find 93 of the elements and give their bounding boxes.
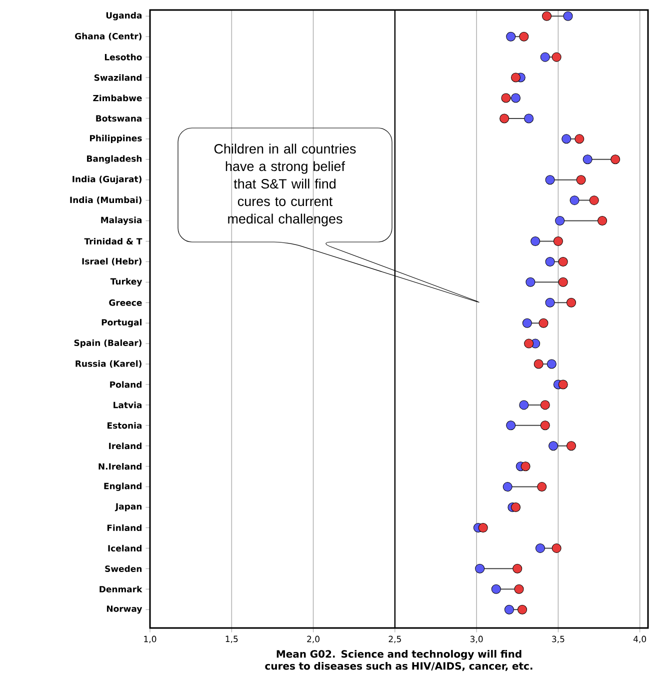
point <box>519 400 529 410</box>
point <box>511 502 520 512</box>
y-tick-label: N.Ireland <box>98 463 142 470</box>
point <box>566 298 576 308</box>
point <box>518 604 528 614</box>
y-tick-label: Japan <box>114 503 142 512</box>
point <box>542 11 552 21</box>
y-tick-label: Lesotho <box>104 54 142 60</box>
point <box>524 338 534 348</box>
point <box>566 441 576 451</box>
point <box>502 482 512 492</box>
point <box>570 196 580 206</box>
point <box>546 359 556 369</box>
point <box>522 318 532 328</box>
point <box>519 32 529 42</box>
point <box>500 114 510 124</box>
y-tick-label: Estonia <box>108 422 142 429</box>
y-tick-label: Sweden <box>105 565 142 572</box>
point <box>530 236 540 246</box>
point <box>558 277 568 287</box>
y-tick-label: Iceland <box>108 544 142 552</box>
point <box>540 420 550 430</box>
point <box>534 359 544 369</box>
point <box>553 236 563 246</box>
point <box>574 134 584 144</box>
point <box>512 564 522 574</box>
point <box>506 32 516 42</box>
x-tick-label: 1,0 <box>144 636 156 644</box>
y-tick-label: India (Gujarat) <box>72 176 142 184</box>
y-tick-label: Malaysia <box>101 216 142 225</box>
point <box>478 522 488 532</box>
point <box>540 400 550 410</box>
x-tick-label: 2,0 <box>307 636 320 644</box>
point <box>548 441 558 451</box>
y-tick-label: Portugal <box>102 318 142 328</box>
point <box>520 462 530 472</box>
point <box>501 93 511 103</box>
point <box>582 154 592 164</box>
y-tick-label: Poland <box>110 381 142 388</box>
point <box>491 584 501 594</box>
point <box>558 380 568 390</box>
point <box>576 175 586 185</box>
y-tick-label: Ghana (Centr) <box>75 32 142 40</box>
y-tick-label: Greece <box>109 299 142 306</box>
point <box>545 298 555 308</box>
y-tick-label: Turkey <box>110 278 142 286</box>
point <box>526 277 536 287</box>
point <box>540 52 550 62</box>
point <box>552 52 562 62</box>
y-tick-label: Russia (Karel) <box>76 360 142 368</box>
y-tick-label: Uganda <box>106 12 142 20</box>
point <box>610 154 620 164</box>
y-tick-label: Spain (Balear) <box>74 339 142 348</box>
point <box>524 114 534 124</box>
y-tick-label: Israel (Hebr) <box>82 258 142 266</box>
point <box>535 543 545 553</box>
y-tick-label: Botswana <box>96 115 142 122</box>
point <box>506 420 516 430</box>
x-tick-label: 2,5 <box>388 636 401 644</box>
y-tick-label: Trinidad & T <box>84 238 142 245</box>
x-tick-label: 4,0 <box>633 636 646 644</box>
x-tick-label: 3,5 <box>552 636 564 644</box>
x-axis-title: Mean G02. Science and technology will find cures to diseases such as HIV/AIDS, cancer, etc. <box>265 650 532 671</box>
y-tick-label: Philippines <box>90 134 142 144</box>
y-tick-label: Latvia <box>114 402 142 408</box>
point <box>514 584 524 594</box>
x-tick-label: 3,0 <box>470 636 483 644</box>
point <box>545 256 555 266</box>
point <box>589 196 599 206</box>
point <box>538 318 548 328</box>
y-tick-label: England <box>104 482 142 491</box>
x-tick-label: 1,5 <box>226 636 238 643</box>
y-tick-label: Denmark <box>100 586 142 592</box>
y-tick-label: Zimbabwe <box>93 94 142 102</box>
y-tick-label: Bangladesh <box>87 155 142 164</box>
y-tick-label: Finland <box>107 524 142 532</box>
point <box>537 482 547 492</box>
point <box>562 134 572 144</box>
point <box>598 216 608 226</box>
annotation: Children in all countries have a strong belief that S&T will find cures to current medical challenges <box>214 144 356 226</box>
y-tick-label: India (Mumbai) <box>70 196 142 204</box>
point <box>555 216 565 226</box>
point <box>511 93 520 103</box>
point <box>563 11 573 21</box>
y-tick-label: Swaziland <box>94 74 142 81</box>
y-tick-label: Norway <box>106 606 142 614</box>
point <box>558 256 568 266</box>
y-tick-label: Ireland <box>109 442 142 450</box>
point <box>545 175 555 185</box>
point <box>552 543 562 553</box>
point <box>511 72 520 82</box>
point <box>475 564 485 574</box>
point <box>504 604 514 614</box>
